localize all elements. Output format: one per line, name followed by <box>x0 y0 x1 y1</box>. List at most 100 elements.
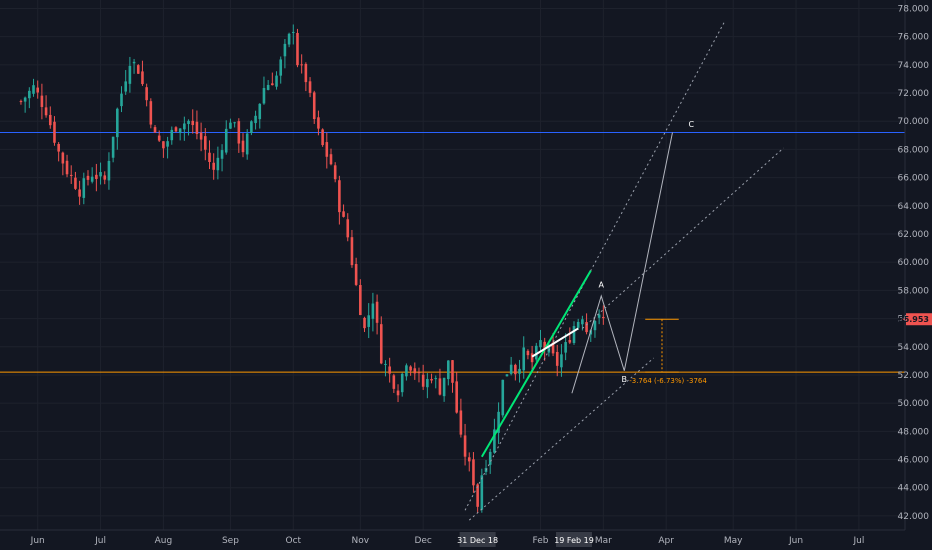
candle-body <box>116 108 119 138</box>
candle-body <box>430 378 433 381</box>
candle-body <box>40 95 44 107</box>
candle-body <box>262 88 266 104</box>
candle-body <box>19 101 23 103</box>
candle-body <box>518 368 521 374</box>
price-tick-label: 58.000 <box>898 286 930 296</box>
candle-body <box>379 324 383 364</box>
drawings-layer: -3.764 (-6.73%) -3764 <box>464 20 784 521</box>
candle-body <box>346 219 350 238</box>
candle-body <box>375 301 379 323</box>
candle-body <box>237 121 241 144</box>
price-tick-label: 72.000 <box>898 89 930 99</box>
candle-body <box>321 129 324 146</box>
candle-body <box>451 360 454 383</box>
candle-body <box>229 122 232 129</box>
candle-body <box>28 90 31 99</box>
candle-body <box>564 342 567 353</box>
candle-body <box>354 263 358 285</box>
price-tick-label: 64.000 <box>898 202 930 212</box>
wave-label-a: A <box>598 281 604 290</box>
candle-body <box>405 365 408 377</box>
candle-body <box>78 189 81 197</box>
time-tick-label: Aug <box>155 536 173 546</box>
time-tick-label: Jun <box>30 536 45 546</box>
candle-body <box>258 103 262 120</box>
candle-body <box>317 117 320 129</box>
candle-body <box>463 435 467 457</box>
grid-lines <box>0 0 905 530</box>
candle-body <box>367 315 371 327</box>
candle-body <box>178 128 182 133</box>
candle-body <box>61 152 65 164</box>
candlestick-series <box>19 24 605 513</box>
candle-body <box>325 142 329 157</box>
candle-body <box>36 87 40 93</box>
candle-body <box>514 364 517 375</box>
candle-body <box>166 141 169 147</box>
candle-body <box>145 87 148 101</box>
candle-body <box>526 350 530 356</box>
candle-body <box>157 135 161 141</box>
price-axis[interactable]: 42.000 44.000 46.000 48.000 50.000 52.000 54.0… <box>898 0 932 550</box>
candle-body <box>199 132 203 140</box>
current-price-badge <box>906 313 932 326</box>
candle-body <box>530 353 534 363</box>
candle-body <box>153 127 157 133</box>
candle-body <box>384 363 387 365</box>
candle-body <box>220 150 224 159</box>
candle-body <box>99 172 102 177</box>
candle-body <box>191 120 195 126</box>
price-tick-label: 48.000 <box>898 427 930 437</box>
candle-body <box>291 31 295 33</box>
dotted-trend-line <box>468 357 654 521</box>
candle-body <box>65 160 69 175</box>
candle-body <box>57 143 60 152</box>
candle-body <box>409 366 412 371</box>
candle-body <box>400 373 404 393</box>
candle-body <box>95 174 98 179</box>
time-tick-label: Apr <box>658 536 674 546</box>
time-tick-label: Dec <box>414 536 431 546</box>
candle-body <box>572 326 576 344</box>
candle-body <box>576 321 580 328</box>
candle-body <box>543 341 546 350</box>
candle-body <box>421 374 425 387</box>
candle-body <box>497 411 500 433</box>
candle-body <box>254 115 257 124</box>
candle-body <box>501 379 505 416</box>
time-tick-label: Nov <box>352 536 370 546</box>
candle-body <box>136 65 140 74</box>
time-highlight-badge <box>556 532 593 547</box>
green-trend-line <box>480 270 592 458</box>
time-axis[interactable]: Jun Jul Aug Sep Oct Nov Dec Feb Mar Apr May Jun Jul 3… <box>0 529 932 550</box>
candle-body <box>447 360 450 380</box>
time-highlight-badge <box>459 532 496 547</box>
candle-body <box>250 121 253 134</box>
current-price-label: 55.953 <box>898 315 929 324</box>
candle-body <box>547 346 551 353</box>
candle-body <box>204 136 207 150</box>
candle-body <box>417 372 421 374</box>
candle-body <box>271 83 274 86</box>
candle-body <box>208 152 211 163</box>
candle-body <box>555 351 559 366</box>
candle-body <box>568 340 572 343</box>
price-tick-label: 76.000 <box>898 33 930 43</box>
time-tick-label: Oct <box>286 536 302 546</box>
candle-body <box>342 211 345 217</box>
time-tick-label: Jul <box>94 536 106 546</box>
candle-body <box>329 154 333 165</box>
white-trend-line <box>531 327 579 358</box>
candle-body <box>522 347 526 371</box>
candle-body <box>455 381 458 413</box>
time-tick-label: May <box>724 536 743 546</box>
time-tick-label: Sep <box>222 536 239 546</box>
candle-body <box>472 459 475 486</box>
candle-body <box>551 342 555 354</box>
price-tick-label: 74.000 <box>898 61 930 71</box>
candle-body <box>359 285 362 316</box>
price-tick-label: 66.000 <box>898 174 930 184</box>
price-tick-label: 70.000 <box>898 117 930 127</box>
candle-body <box>224 128 228 153</box>
